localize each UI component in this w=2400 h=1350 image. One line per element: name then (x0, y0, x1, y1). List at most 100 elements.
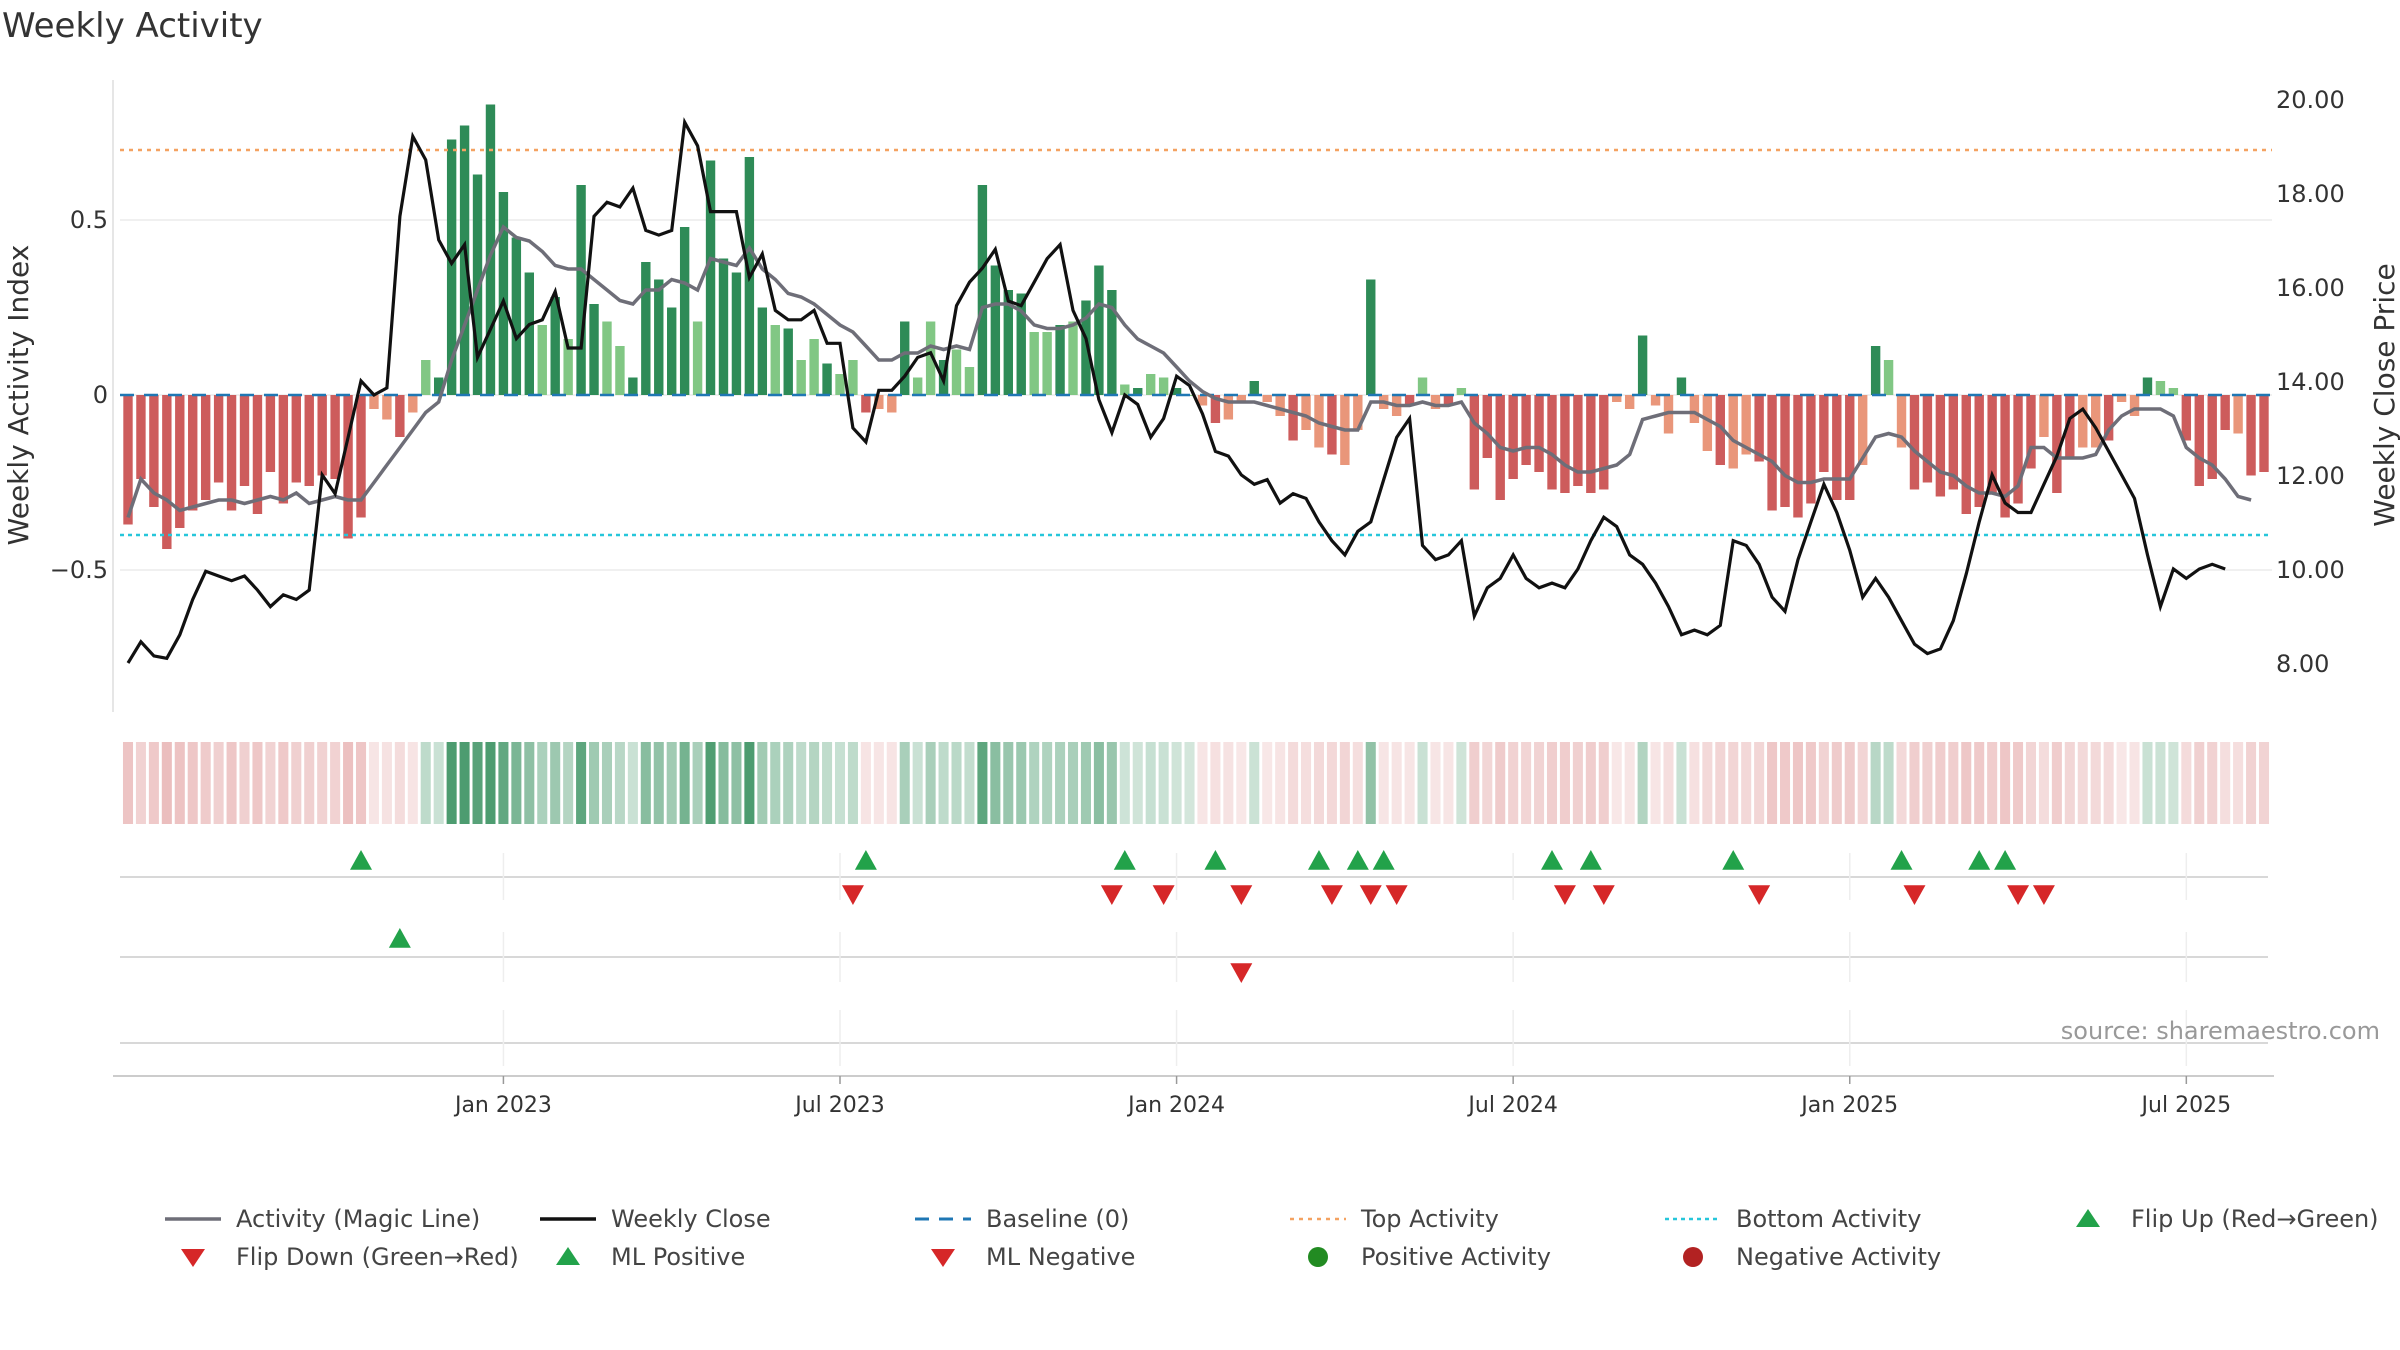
heat-cell (1210, 742, 1221, 824)
heat-cell (433, 742, 444, 824)
heat-cell (2000, 742, 2011, 824)
legend-label: Baseline (0) (986, 1205, 1130, 1233)
activity-bar (2233, 395, 2243, 434)
activity-bar (1288, 395, 1298, 441)
activity-bar (667, 307, 677, 395)
legend-label: ML Negative (986, 1243, 1136, 1271)
activity-bars (123, 104, 2269, 549)
heat-cell (2051, 742, 2062, 824)
heat-cell (537, 742, 548, 824)
heat-cell (2116, 742, 2127, 824)
flip-down-marker (2007, 885, 2030, 905)
activity-bar (2091, 395, 2101, 448)
activity-bar (641, 262, 651, 395)
heat-cell (265, 742, 276, 824)
activity-bar (2000, 395, 2010, 518)
activity-bar (1145, 374, 1156, 395)
activity-bar (1262, 395, 1272, 402)
heat-cell (563, 742, 574, 824)
heat-cell (135, 742, 146, 824)
y-axis-title: Weekly Activity Index (2, 245, 35, 546)
heat-cell (964, 742, 975, 824)
magic-line (126, 224, 2252, 519)
legend-symbol (535, 1207, 601, 1231)
heat-cell (2077, 742, 2088, 824)
activity-bar (718, 258, 729, 395)
activity-bar (1404, 395, 1415, 406)
heat-cell (161, 742, 172, 824)
activity-bar (2013, 395, 2023, 504)
activity-bar (2181, 395, 2192, 441)
activity-bar (1081, 300, 1091, 395)
activity-bar (304, 395, 314, 486)
activity-bar (1845, 395, 1855, 500)
activity-bar (692, 321, 703, 395)
flip-down-marker (1100, 885, 1123, 905)
activity-bar (1120, 384, 1130, 395)
heat-cell (2168, 742, 2179, 824)
heat-cell (1844, 742, 1855, 824)
activity-bar (356, 395, 366, 518)
heat-cell (2103, 742, 2114, 824)
activity-bar (498, 192, 509, 395)
activity-bar (731, 272, 742, 395)
activity-bar (951, 349, 962, 395)
activity-bar (912, 377, 923, 395)
legend-symbol (1660, 1207, 1726, 1231)
heat-cell (1093, 742, 1104, 824)
activity-bar (213, 395, 224, 483)
y-right-tick-label: 14.00 (2276, 368, 2345, 396)
heat-cell (1663, 742, 1674, 824)
activity-bar (1029, 332, 1039, 395)
heat-cell (1961, 742, 1972, 824)
heat-cell (1702, 742, 1713, 824)
heat-cell (783, 742, 794, 824)
activity-bar (239, 395, 250, 486)
activity-bar (1586, 395, 1596, 493)
activity-bar (1650, 395, 1661, 406)
heat-cell (226, 742, 237, 824)
flip-down-marker (1359, 885, 1382, 905)
activity-bar (1961, 395, 1971, 514)
activity-bar (550, 297, 560, 395)
heat-cell (291, 742, 302, 824)
legend-symbol (160, 1207, 226, 1231)
heat-cell (1378, 742, 1389, 824)
activity-bar (252, 395, 263, 514)
heat-cell (368, 742, 379, 824)
activity-bar (1482, 395, 1492, 458)
activity-bar (1935, 395, 1946, 497)
heat-cell (1922, 742, 1933, 824)
legend-label: Activity (Magic Line) (236, 1205, 481, 1233)
flip-down-marker (1320, 885, 1343, 905)
heat-cell (1572, 742, 1583, 824)
heat-cell (1067, 742, 1079, 824)
activity-bar (1171, 388, 1182, 395)
heat-cell (1184, 742, 1195, 824)
heat-cell (1521, 742, 1532, 824)
activity-bar (1857, 395, 1868, 465)
activity-bar (200, 395, 211, 500)
weekly-activity-chart: 0.5 0 −0.5 20.00 18.00 16.00 14.00 12.00 10.00 8.… (2, 80, 2400, 1118)
activity-bar (1715, 395, 1725, 465)
heat-cell (1637, 742, 1648, 824)
heat-cell (2233, 742, 2244, 824)
activity-bar (408, 395, 418, 413)
heat-cell (2246, 742, 2257, 824)
heat-cell (705, 742, 716, 824)
activity-bar (1223, 395, 1234, 420)
x-tick-label: Jan 2023 (453, 1093, 552, 1118)
activity-bar (1197, 395, 1208, 406)
activity-bar (1301, 395, 1311, 430)
activity-bar (1534, 395, 1544, 472)
activity-bar (964, 367, 975, 395)
heat-cell (1288, 742, 1299, 824)
activity-bar (446, 139, 457, 395)
activity-bar (1508, 395, 1518, 479)
activity-bar (990, 265, 1001, 395)
heat-cell (1546, 742, 1558, 824)
activity-bar (1780, 395, 1790, 507)
activity-bar (433, 377, 444, 395)
activity-bar (861, 395, 871, 413)
heat-cell (627, 742, 638, 824)
